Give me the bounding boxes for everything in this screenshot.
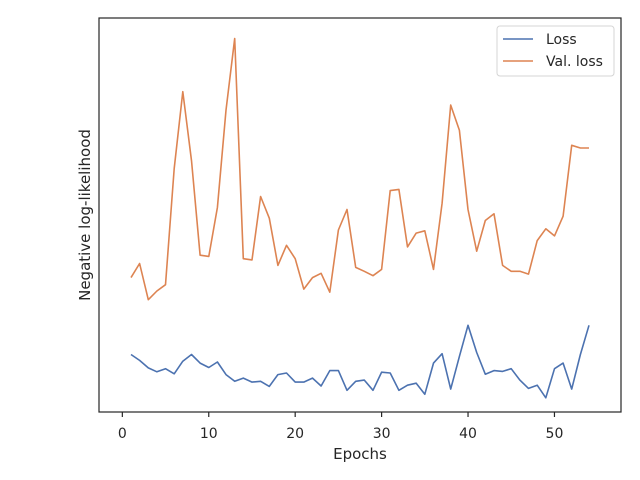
x-tick-label: 40 bbox=[459, 426, 477, 442]
x-tick-label: 10 bbox=[200, 426, 218, 442]
y-axis-label: Negative log-likelihood bbox=[76, 129, 94, 301]
x-tick-label: 0 bbox=[118, 426, 127, 442]
x-tick-label: 50 bbox=[546, 426, 564, 442]
legend-label: Val. loss bbox=[546, 54, 603, 70]
x-axis-ticks: 0 10 20 30 40 50 bbox=[118, 412, 563, 442]
x-tick-label: 20 bbox=[286, 426, 304, 442]
legend: Loss Val. loss bbox=[496, 25, 615, 77]
plot-background bbox=[98, 17, 622, 413]
series-layer bbox=[130, 37, 590, 399]
series-line-loss bbox=[130, 324, 590, 399]
x-axis-label: Epochs bbox=[333, 445, 387, 463]
legend-label: Loss bbox=[546, 32, 577, 48]
series-line-val-loss bbox=[130, 37, 589, 301]
x-tick-label: 30 bbox=[373, 426, 391, 442]
